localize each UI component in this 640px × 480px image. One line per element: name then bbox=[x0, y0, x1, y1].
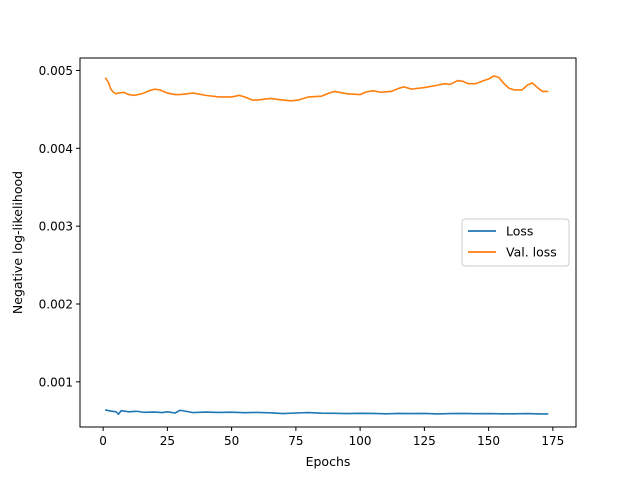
x-tick-label: 150 bbox=[477, 434, 500, 448]
y-axis: 0.001 0.002 0.003 0.004 0.005 bbox=[39, 64, 80, 389]
plot-frame bbox=[79, 57, 577, 428]
x-axis: 0 25 50 75 100 125 150 175 bbox=[99, 427, 564, 448]
x-tick-label: 100 bbox=[349, 434, 372, 448]
x-tick-label: 50 bbox=[224, 434, 239, 448]
series-line-val-loss bbox=[104, 75, 549, 102]
legend-label-val-loss: Val. loss bbox=[506, 245, 557, 260]
x-tick-label: 75 bbox=[288, 434, 303, 448]
legend-label-loss: Loss bbox=[506, 224, 533, 239]
x-tick-label: 25 bbox=[160, 434, 175, 448]
y-tick-label: 0.002 bbox=[39, 298, 73, 312]
plot-area bbox=[79, 57, 577, 428]
x-tick-label: 175 bbox=[541, 434, 564, 448]
x-tick-label: 0 bbox=[99, 434, 107, 448]
y-tick-label: 0.005 bbox=[39, 64, 73, 78]
legend: Loss Val. loss bbox=[461, 218, 570, 267]
y-tick-label: 0.004 bbox=[39, 142, 73, 156]
x-axis-label: Epochs bbox=[306, 454, 351, 469]
y-axis-label: Negative log-likelihood bbox=[10, 171, 25, 314]
series-line-loss bbox=[104, 409, 549, 415]
y-tick-label: 0.003 bbox=[39, 220, 73, 234]
x-tick-label: 125 bbox=[413, 434, 436, 448]
y-tick-label: 0.001 bbox=[39, 375, 73, 389]
